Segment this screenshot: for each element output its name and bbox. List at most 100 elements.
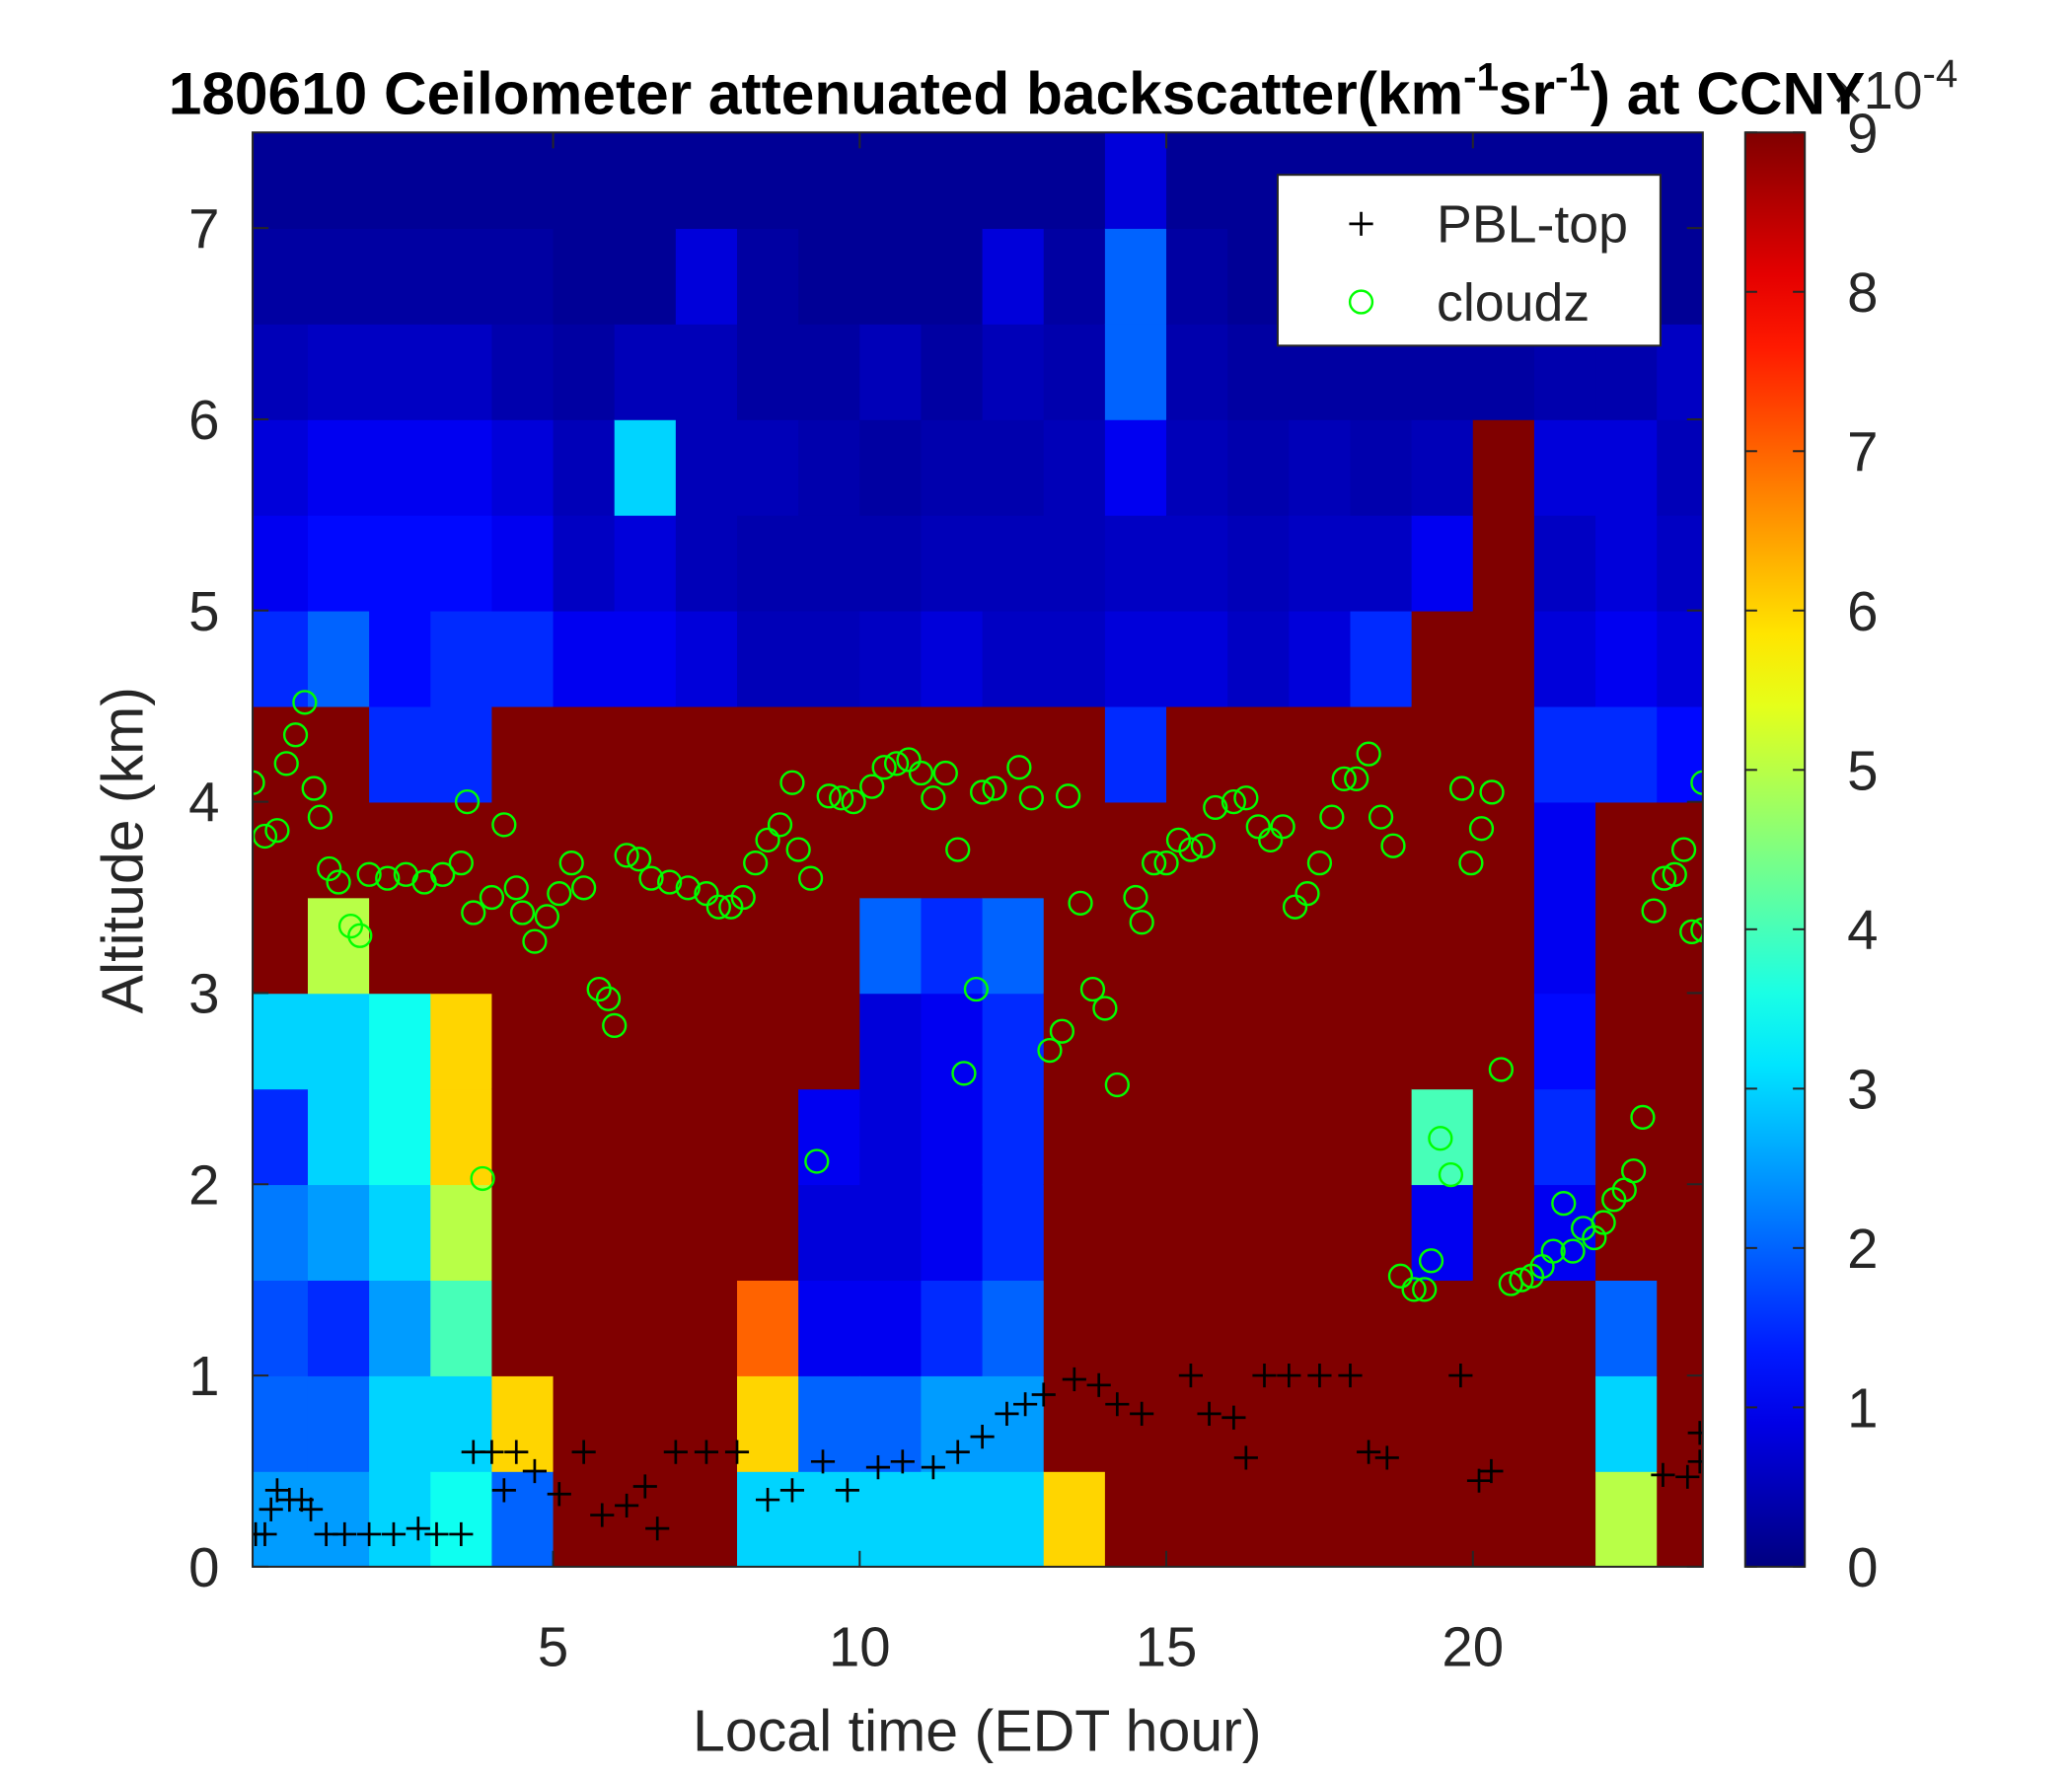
heat-cell bbox=[859, 610, 923, 707]
cloud-marker bbox=[1319, 804, 1345, 830]
heat-cell bbox=[430, 1375, 493, 1472]
cloud-marker bbox=[1233, 785, 1259, 811]
heat-cell bbox=[921, 514, 984, 612]
heat-cell bbox=[1657, 993, 1703, 1090]
heat-cell bbox=[430, 1280, 493, 1376]
pbl-marker bbox=[1466, 1468, 1492, 1493]
pbl-marker bbox=[810, 1449, 836, 1474]
heat-cell bbox=[1227, 1471, 1291, 1567]
cloud-marker bbox=[1479, 779, 1505, 805]
cloud-marker bbox=[743, 851, 769, 876]
pbl-marker bbox=[1178, 1364, 1203, 1388]
heat-cell bbox=[1227, 1184, 1291, 1281]
heat-cell bbox=[675, 705, 738, 803]
heat-cell bbox=[307, 1088, 370, 1186]
heat-cell bbox=[1411, 1471, 1474, 1567]
pbl-marker bbox=[259, 1497, 283, 1521]
heat-cell bbox=[982, 1184, 1045, 1281]
heat-cell bbox=[1289, 1088, 1352, 1186]
heat-cell bbox=[859, 1280, 923, 1376]
heat-cell bbox=[921, 228, 984, 325]
heat-cell bbox=[859, 1471, 923, 1567]
heat-cell bbox=[798, 1375, 861, 1472]
heat-cell bbox=[1533, 514, 1596, 612]
heat-cell bbox=[430, 1184, 493, 1281]
heat-cell bbox=[798, 705, 861, 803]
pbl-marker bbox=[995, 1401, 1019, 1426]
heat-cell bbox=[675, 993, 738, 1090]
heat-cell bbox=[307, 514, 370, 612]
heat-cell bbox=[307, 228, 370, 325]
heat-cell bbox=[614, 1184, 677, 1281]
heat-cell bbox=[1043, 418, 1106, 516]
pbl-marker bbox=[890, 1449, 915, 1474]
heat-cell bbox=[369, 132, 432, 229]
heat-cell bbox=[369, 993, 432, 1090]
cloud-marker bbox=[963, 976, 990, 1002]
heat-cell bbox=[1472, 1088, 1535, 1186]
heat-cell bbox=[1350, 610, 1413, 707]
pbl-marker bbox=[1687, 1449, 1703, 1474]
heat-cell bbox=[614, 610, 677, 707]
heat-cell bbox=[1166, 1088, 1228, 1186]
heat-cell bbox=[859, 993, 923, 1090]
heat-cell bbox=[737, 1375, 799, 1472]
heat-cell bbox=[1595, 705, 1659, 803]
heat-cell bbox=[1472, 1375, 1535, 1472]
heat-cell bbox=[1411, 993, 1474, 1090]
cloud-marker bbox=[1018, 785, 1044, 811]
heat-cell bbox=[1104, 1471, 1167, 1567]
heat-cell bbox=[982, 1280, 1045, 1376]
heat-cell bbox=[1350, 705, 1413, 803]
legend-marker bbox=[1349, 211, 1373, 236]
pbl-marker bbox=[615, 1493, 639, 1517]
cloud-marker bbox=[356, 861, 382, 887]
cloud-marker bbox=[921, 785, 946, 811]
pbl-marker bbox=[449, 1521, 474, 1547]
heat-cell bbox=[737, 132, 799, 229]
heat-cell bbox=[798, 993, 861, 1090]
heat-cell bbox=[1043, 132, 1106, 229]
cloud-marker bbox=[571, 875, 597, 901]
pbl-marker bbox=[1130, 1401, 1154, 1426]
cloud-marker bbox=[1582, 1224, 1607, 1251]
heat-cell bbox=[1411, 897, 1474, 995]
cloud-marker bbox=[816, 783, 842, 809]
colorbar-tick-label: 8 bbox=[1847, 261, 1878, 324]
heat-cell bbox=[675, 324, 738, 420]
heat-cell bbox=[1166, 514, 1228, 612]
heat-cell bbox=[491, 132, 555, 229]
heat-cell bbox=[553, 1184, 616, 1281]
heat-cell bbox=[1472, 610, 1535, 707]
x-tick-label: 10 bbox=[829, 1616, 891, 1678]
heat-cell bbox=[430, 228, 493, 325]
heat-cell bbox=[982, 324, 1045, 420]
pbl-marker bbox=[970, 1425, 995, 1449]
heat-cell bbox=[307, 132, 370, 229]
heat-cell bbox=[491, 1184, 555, 1281]
colorbar-tick-label: 0 bbox=[1847, 1536, 1878, 1598]
heat-cell bbox=[921, 324, 984, 420]
colorbar-tick-label: 4 bbox=[1847, 899, 1878, 961]
heat-cell bbox=[1289, 514, 1352, 612]
heat-cell bbox=[430, 514, 493, 612]
heat-cell bbox=[921, 1184, 984, 1281]
pbl-marker bbox=[1687, 1421, 1703, 1445]
heat-cell bbox=[614, 897, 677, 995]
heat-cell bbox=[798, 897, 861, 995]
heat-cell bbox=[859, 132, 923, 229]
heat-cell bbox=[1104, 228, 1167, 325]
heat-cell bbox=[307, 1280, 370, 1376]
heat-cell bbox=[369, 1375, 432, 1472]
cloud-marker bbox=[932, 760, 958, 786]
heat-cell bbox=[1533, 418, 1596, 516]
cloud-marker bbox=[1387, 1263, 1414, 1289]
heat-cell bbox=[737, 610, 799, 707]
heat-cell bbox=[1657, 324, 1703, 420]
heat-cell bbox=[859, 1184, 923, 1281]
heat-cell bbox=[430, 418, 493, 516]
x-axis-label: Local time (EDT hour) bbox=[693, 1698, 1261, 1763]
heat-cell bbox=[369, 514, 432, 612]
pbl-marker bbox=[480, 1440, 504, 1464]
cloud-marker bbox=[1641, 898, 1666, 924]
